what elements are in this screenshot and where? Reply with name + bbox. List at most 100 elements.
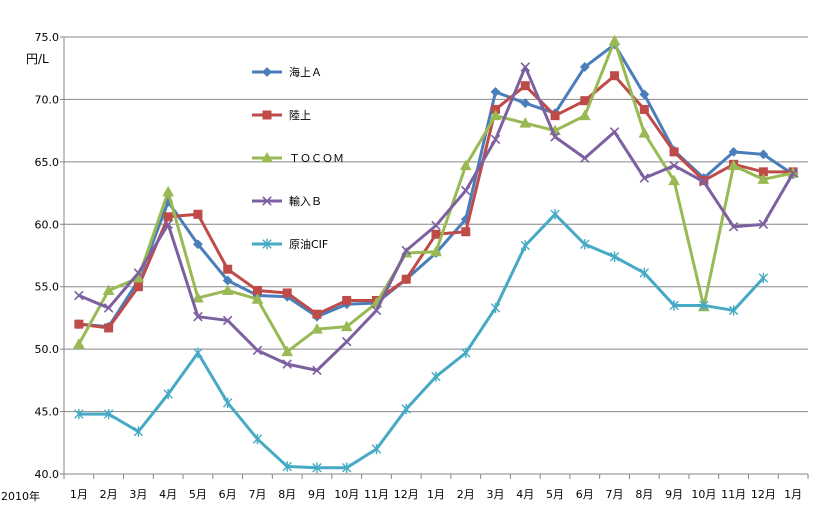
legend-entry: 原油CIF bbox=[252, 237, 328, 251]
data-point bbox=[430, 245, 442, 257]
data-point bbox=[74, 408, 84, 420]
data-point bbox=[668, 174, 680, 186]
data-point bbox=[520, 240, 530, 251]
data-point bbox=[104, 323, 114, 333]
data-point bbox=[580, 239, 590, 250]
x-tick-label: 12月 bbox=[751, 488, 776, 501]
data-point bbox=[312, 365, 322, 376]
x-tick-label: 1月 bbox=[784, 488, 802, 501]
series-1 bbox=[73, 39, 799, 332]
y-tick-label: 70.0 bbox=[35, 93, 60, 106]
y-axis-tick-labels: 40.0 45.0 50.0 55.0 60.0 65.0 70.0 75.0 bbox=[35, 31, 60, 481]
legend-label: 原油CIF bbox=[289, 237, 328, 251]
data-point bbox=[133, 282, 143, 292]
data-point bbox=[460, 185, 471, 196]
legend-entry: 輸入Ｂ bbox=[252, 194, 322, 208]
data-point bbox=[251, 293, 264, 304]
data-point bbox=[312, 309, 322, 319]
data-point bbox=[163, 212, 173, 222]
data-point bbox=[578, 109, 591, 121]
data-point bbox=[490, 302, 501, 314]
series-3 bbox=[73, 34, 799, 357]
data-point bbox=[74, 290, 84, 301]
data-point bbox=[609, 127, 620, 137]
data-point bbox=[341, 336, 352, 347]
data-point bbox=[311, 323, 323, 334]
data-point bbox=[282, 288, 292, 298]
y-tick-label: 65.0 bbox=[35, 156, 60, 169]
data-point bbox=[221, 284, 234, 295]
data-point bbox=[520, 81, 530, 91]
legend-marker bbox=[262, 196, 272, 206]
data-point bbox=[638, 127, 651, 138]
data-point bbox=[340, 320, 353, 332]
x-tick-label: 2月 bbox=[100, 488, 118, 501]
x-tick-label: 3月 bbox=[487, 488, 505, 501]
data-point bbox=[550, 132, 560, 142]
data-point bbox=[193, 311, 203, 322]
x-tick-label: 11月 bbox=[721, 488, 746, 501]
data-point bbox=[520, 98, 531, 109]
data-point bbox=[103, 303, 114, 313]
data-point bbox=[579, 62, 590, 72]
x-tick-label: 9月 bbox=[665, 488, 683, 501]
data-point bbox=[669, 160, 679, 171]
x-tick-label: 8月 bbox=[278, 488, 296, 501]
data-point bbox=[610, 71, 620, 81]
data-point bbox=[699, 177, 709, 187]
legend: 海上Ａ 陸上 ＴＯＣＯＭ 輸入Ｂ 原油CIF bbox=[252, 65, 344, 251]
data-point bbox=[550, 111, 560, 121]
data-point bbox=[609, 251, 620, 262]
data-point bbox=[490, 134, 501, 145]
series-4 bbox=[74, 62, 798, 376]
data-point bbox=[639, 267, 650, 279]
data-point bbox=[162, 185, 175, 197]
x-axis-tick-labels: 1月 2月 3月 4月 5月 6月 7月 8月 9月 10月 11月 12月 1月 2月 3月 4月 5月 6月 7… bbox=[70, 488, 802, 501]
legend-entry: 海上Ａ bbox=[252, 65, 322, 79]
x-tick-label: 8月 bbox=[635, 488, 653, 501]
data-point bbox=[699, 300, 709, 311]
data-point bbox=[727, 159, 740, 171]
data-point bbox=[282, 359, 292, 369]
data-point bbox=[73, 338, 85, 349]
series-line bbox=[78, 74, 794, 330]
data-point bbox=[788, 168, 798, 178]
data-point bbox=[312, 462, 322, 473]
data-point bbox=[342, 462, 352, 473]
axes bbox=[60, 36, 809, 479]
data-point bbox=[133, 426, 144, 437]
data-point bbox=[520, 62, 531, 72]
series-5 bbox=[74, 209, 769, 473]
data-point bbox=[758, 219, 769, 230]
data-point bbox=[489, 109, 502, 121]
data-point bbox=[401, 403, 411, 415]
data-point bbox=[608, 34, 621, 46]
y-tick-label: 55.0 bbox=[35, 281, 60, 294]
x-tick-label: 9月 bbox=[308, 488, 326, 501]
x-tick-label: 7月 bbox=[248, 488, 266, 501]
x-tick-label: 1月 bbox=[70, 488, 88, 501]
data-point bbox=[728, 222, 739, 232]
x-tick-label: 1月 bbox=[427, 488, 445, 501]
x-tick-label: 5月 bbox=[189, 488, 207, 501]
series-line bbox=[78, 212, 765, 470]
data-point bbox=[342, 295, 352, 305]
data-point bbox=[193, 239, 203, 250]
data-point bbox=[163, 219, 173, 230]
data-point bbox=[431, 220, 441, 231]
series-2 bbox=[74, 71, 798, 333]
data-point bbox=[459, 159, 472, 171]
x-tick-label: 10月 bbox=[334, 488, 359, 501]
series-layer bbox=[73, 34, 799, 473]
data-point bbox=[252, 433, 263, 445]
data-point bbox=[639, 104, 649, 114]
data-point bbox=[401, 274, 411, 284]
data-point bbox=[461, 347, 471, 359]
data-point bbox=[133, 268, 144, 278]
legend-label: 陸上 bbox=[289, 109, 311, 122]
x-tick-label: 6月 bbox=[576, 488, 594, 501]
data-point bbox=[758, 149, 769, 160]
data-point bbox=[758, 272, 769, 284]
data-point bbox=[550, 209, 560, 220]
